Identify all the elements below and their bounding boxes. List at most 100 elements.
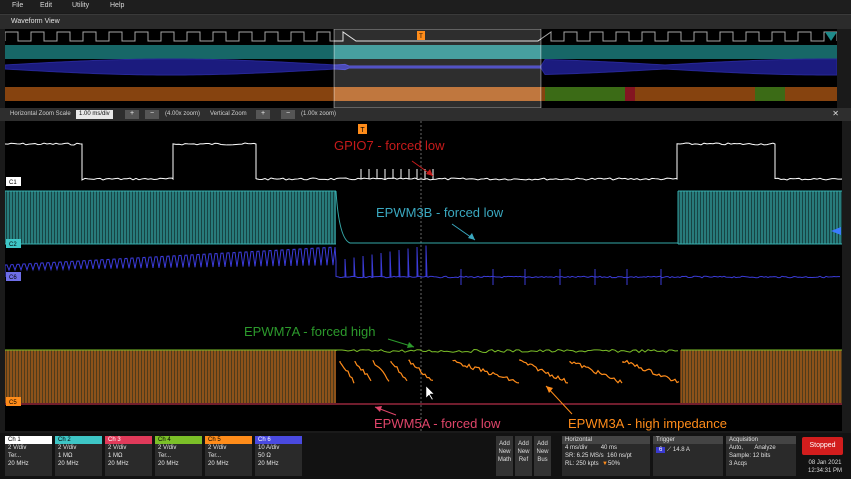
overview-trigger-marker: T [417,31,425,40]
waveform-view-header: Waveform View [0,14,851,29]
channel-box-l2: 50 Ω [258,453,271,459]
time: 12:34:31 PM [807,468,843,474]
channel-box-l2: 1 MΩ [108,453,123,459]
menu-utility[interactable]: Utility [72,2,90,9]
channel-box-l2: Ter... [158,453,172,459]
svg-text:C5: C5 [9,400,17,406]
gpio7-arrowhead-icon [426,169,433,176]
zoom-waveform-svg: T C1 C2 C6 C5 GPIO7 - forced low [4,121,843,431]
add-math-l3: Math [497,457,512,463]
horizontal-title: Horizontal [562,436,650,444]
vertical-zoom-out-button[interactable]: − [281,110,295,119]
epwm3a-arrowhead-icon [546,386,553,393]
add-ref-l1: Add [518,441,529,447]
ch6-marker[interactable]: C6 [6,272,21,281]
add-ref-l3: Ref [518,457,529,463]
vertical-zoom-label: Vertical Zoom [210,111,247,117]
overview-dim-right [541,29,837,108]
zoom-toolbar: Horizontal Zoom Scale 1.00 ms/div + − (4… [0,108,851,121]
horizontal-scale: 4 ms/div [565,445,588,451]
channel-box-title: Ch 3 [108,437,121,443]
trigger-title: Trigger [653,436,723,444]
channel-box-title: Ch 1 [8,437,21,443]
add-bus-l3: Bus [537,457,548,463]
channel-box-3[interactable]: Ch 3 2 V/div 1 MΩ 20 MHz [105,436,152,476]
overview-zoom-window[interactable] [333,28,542,109]
trigger-panel[interactable]: Trigger 6 ⟋ 14.8 A [653,436,723,476]
svg-text:C2: C2 [9,242,17,248]
horizontal-zoom-factor: (4.00x zoom) [165,111,201,117]
add-bus-l2: New [536,449,549,455]
sample-rate: SR: 6.25 MS/s [565,453,604,459]
channel-box-title: Ch 2 [58,437,71,443]
add-new-math-button[interactable]: Add New Math [496,436,513,476]
channel-box-4[interactable]: Ch 4 2 V/div Ter... 20 MHz [155,436,202,476]
channel-box-l3: 20 MHz [8,461,29,467]
channel-box-l1: 2 V/div [208,445,227,451]
svg-text:C6: C6 [9,275,17,281]
overview-waveform[interactable]: T [4,28,838,109]
svg-text:C1: C1 [9,180,17,186]
trigger-marker[interactable]: T [358,124,367,134]
ch2-marker[interactable]: C2 [6,239,21,248]
horizontal-zoom-in-button[interactable]: + [125,110,139,119]
ch1-trace [4,142,843,181]
menu-edit[interactable]: Edit [40,2,53,9]
ch4-trace [5,348,842,354]
trigger-row: 6 ⟋ 14.8 A [653,444,723,454]
menu-help[interactable]: Help [110,2,125,9]
acq-mode: Auto, [729,445,744,451]
horizontal-total: 40 ms [600,445,618,451]
acquisition-title: Acquisition [726,436,796,444]
channel-box-2[interactable]: Ch 2 2 V/div 1 MΩ 20 MHz [55,436,102,476]
menu-bar: File Edit Utility Help [0,0,851,13]
channel-box-6[interactable]: Ch 6 10 A/div 50 Ω 20 MHz [255,436,302,476]
acquisition-panel[interactable]: Acquisition Auto, Analyze Sample: 12 bit… [726,436,796,476]
add-math-l2: New [498,449,511,455]
time-per-point: 160 ns/pt [607,453,632,459]
vertical-zoom-in-button[interactable]: + [256,110,270,119]
horizontal-zoom-scale-field[interactable]: 1.00 ms/div [76,110,113,119]
epwm3a-annotation: EPWM3A - high impedance [568,416,727,431]
ch5-marker[interactable]: C5 [6,397,21,406]
horizontal-panel[interactable]: Horizontal 4 ms/div 40 ms SR: 6.25 MS/s … [562,436,650,476]
add-new-ref-button[interactable]: Add New Ref [515,436,532,476]
horizontal-zoom-label: Horizontal Zoom Scale [10,111,71,117]
overview-ch4-band-1 [545,87,625,101]
date: 08 Jan 2021 [808,460,842,466]
epwm3b-arrowhead-icon [468,233,475,240]
horizontal-row-2: SR: 6.25 MS/s 160 ns/pt [562,452,650,460]
acq-sample: Sample: 12 bits [729,453,771,459]
ch6-trace [4,245,841,285]
channel-box-l1: 10 A/div [258,445,280,451]
menu-file[interactable]: File [12,2,24,9]
channel-box-l1: 2 V/div [108,445,127,451]
ch2-fill-right [678,191,842,244]
overview-ch2-band [5,45,837,59]
channel-box-l2: 1 MΩ [58,453,73,459]
close-zoom-icon[interactable]: ✕ [832,109,839,118]
ch5-decay-trace [339,358,680,384]
add-new-bus-button[interactable]: Add New Bus [534,436,551,476]
channel-box-5[interactable]: Ch 5 2 V/div Ter... 20 MHz [205,436,252,476]
waveform-view-title: Waveform View [11,18,60,25]
trigger-level: 14.8 A [672,447,690,453]
ch2-offset-arrow-icon [831,227,841,235]
channel-box-l1: 2 V/div [158,445,177,451]
position-icon: ▼ [602,461,608,467]
overview-dim-left [5,29,334,108]
channel-box-1[interactable]: Ch 1 2 V/div Ter... 20 MHz [5,436,52,476]
run-stop-status-button[interactable]: Stopped [802,437,843,455]
add-math-l1: Add [499,441,510,447]
horizontal-row-3: RL: 250 kpts ▼50% [562,460,650,468]
svg-text:T: T [419,34,423,40]
horizontal-row-1: 4 ms/div 40 ms [562,444,650,452]
zoom-waveform-area[interactable]: T C1 C2 C6 C5 GPIO7 - forced low [4,121,843,431]
ch1-marker[interactable]: C1 [6,177,21,186]
overview-ch3-mark [625,87,635,101]
horizontal-zoom-out-button[interactable]: − [145,110,159,119]
overview-svg: T [4,28,838,109]
overview-ch4-band-2 [755,87,785,101]
settings-bar: Ch 1 2 V/div Ter... 20 MHz Ch 2 2 V/div 1 MΩ 20… [0,433,851,479]
acq-analyze: Analyze [754,445,776,451]
